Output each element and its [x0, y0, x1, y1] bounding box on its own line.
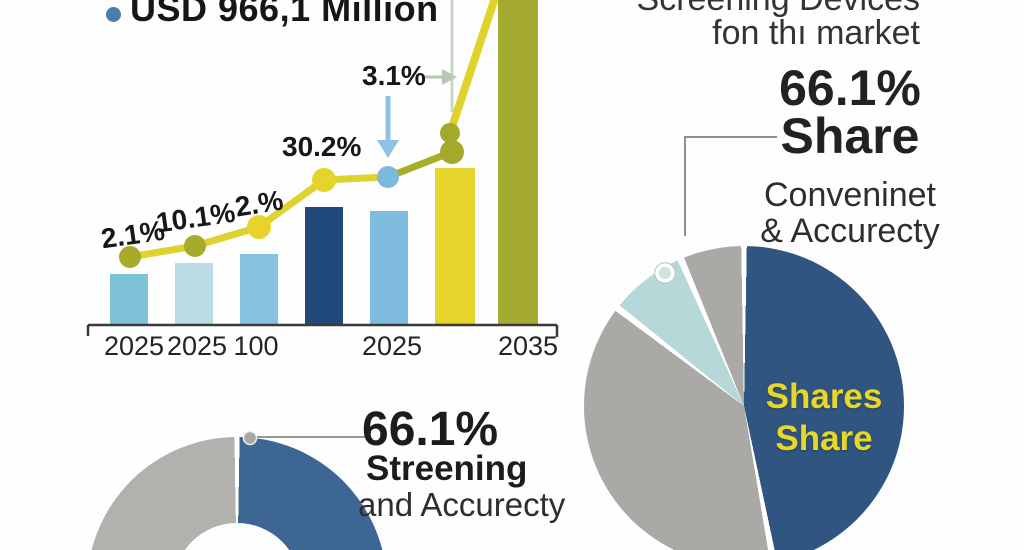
bar-4: [305, 207, 343, 325]
pie-subtext-line2: & Accurecty: [760, 212, 940, 250]
line-point-7: [440, 123, 460, 143]
bullet-icon: [106, 7, 121, 22]
market-share-pie-chart: Shares Share: [584, 246, 904, 550]
donut-stat-value: 66.1%: [362, 403, 499, 456]
bar-6: [435, 168, 475, 325]
pie-marker-halo: [654, 262, 676, 284]
down-arrow-icon: [377, 140, 399, 158]
line-label-3-1: 3.1%: [362, 60, 426, 91]
donut-stat-label: Streening: [366, 449, 528, 488]
pie-slice-label-line1: Shares: [765, 377, 883, 416]
line-point-3: [247, 215, 271, 239]
line-point-4: [312, 168, 336, 192]
x-tick-label-1: 2025: [103, 331, 165, 361]
chart-title: USD 966,1 Million: [130, 0, 439, 29]
pie-stat-value: 66.1%: [779, 60, 921, 116]
bar-7: [498, 0, 538, 325]
bar-2: [175, 263, 213, 325]
x-tick-label-5: 2035: [497, 331, 559, 361]
donut-subtext: and Accurecty: [358, 486, 566, 523]
line-point-6: [440, 140, 464, 164]
pie-leader-line: [684, 136, 777, 236]
pie-stat-label: Share: [780, 108, 920, 164]
x-tick-label-2: 2025: [166, 331, 228, 361]
x-tick-label-3: 100: [233, 331, 279, 361]
right-arrow-icon: [442, 69, 457, 85]
growth-line-spike: [446, 0, 499, 137]
pie-subtext-line1: Conveninet: [763, 176, 936, 214]
bar-5: [370, 211, 408, 325]
pie-heading-line2: fon thı market: [712, 14, 920, 52]
donut-marker-dot-icon: [242, 430, 258, 446]
x-axis: [86, 323, 559, 337]
x-tick-label-4: 2025: [361, 331, 423, 361]
line-point-2: [184, 235, 206, 257]
line-label-30-2: 30.2%: [282, 131, 362, 162]
pie-heading-line1: Screening Devices: [637, 0, 920, 19]
pie-slice-label-line2: Share: [775, 419, 873, 458]
pie-marker-ring-icon: [655, 263, 675, 283]
bar-1: [110, 274, 148, 325]
bar-3: [240, 254, 278, 325]
line-point-1: [119, 246, 141, 268]
line-point-5: [377, 166, 399, 188]
pie-slice-label: Shares Share: [736, 376, 912, 460]
